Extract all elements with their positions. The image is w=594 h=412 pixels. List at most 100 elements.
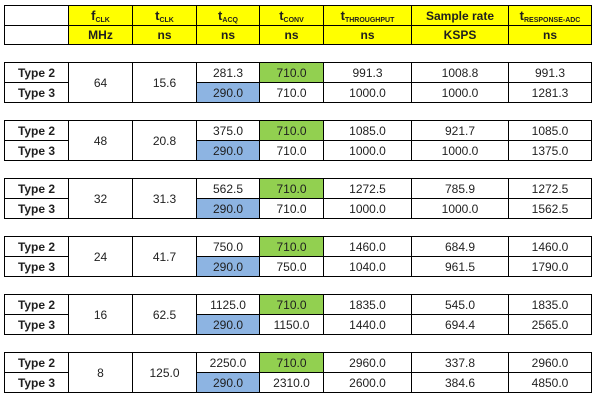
table-row: Type 3 290.0 750.0 1040.0 961.5 1790.0 [4,256,592,277]
table-row: Type 2 16 62.5 1125.0 710.0 1835.0 545.0 1835.0 [4,294,592,335]
tthroughput-cell: 1272.5 [323,178,412,199]
spacer-cell [323,44,412,63]
spacer-cell [4,218,69,237]
tthroughput-cell: 1040.0 [323,256,412,277]
unit-tthroughput: ns [323,25,412,45]
sample-rate-cell: 1000.0 [411,82,509,103]
header-sample-rate: Sample rate [411,5,509,26]
tthroughput-cell: 1835.0 [323,294,412,315]
unit-tconv: ns [259,25,324,45]
spacer-cell [323,218,412,237]
tthroughput-cell: 1460.0 [323,236,412,257]
sample-rate-cell: 337.8 [411,352,509,373]
spacer-row [4,44,592,63]
header-tresponse: tRESPONSE-ADC [508,5,592,26]
spacer-cell [68,334,133,353]
type-label: Type 2 [4,62,69,83]
sample-rate-cell: 545.0 [411,294,509,315]
spacer-cell [259,334,324,353]
tconv-cell: 710.0 [259,294,324,315]
spacer-cell [132,102,197,121]
tacq-cell: 290.0 [196,256,260,277]
tclk-cell: 62.5 [132,294,197,335]
spacer-cell [411,218,509,237]
spacer-cell [259,44,324,63]
header-row-symbols: fCLK tCLK tACQ tCONV tTHROUGHPUT Sample … [4,5,592,26]
sample-rate-cell: 1000.0 [411,140,509,161]
tconv-cell: 710.0 [259,62,324,83]
header-fclk: fCLK [68,5,133,26]
fclk-cell: 32 [68,178,133,219]
tthroughput-cell: 991.3 [323,62,412,83]
table-row: Type 2 24 41.7 750.0 710.0 1460.0 684.9 1460.0 [4,236,592,277]
tconv-cell: 710.0 [259,352,324,373]
tthroughput-cell: 1000.0 [323,140,412,161]
spacer-cell [411,102,509,121]
sample-rate-cell: 961.5 [411,256,509,277]
spacer-cell [68,218,133,237]
sample-rate-cell: 1008.8 [411,62,509,83]
fclk-cell: 24 [68,236,133,277]
header-tclk: tCLK [132,5,197,26]
tacq-cell: 281.3 [196,62,260,83]
spacer-cell [68,276,133,295]
unit-tresponse: ns [508,25,592,45]
spacer-cell [259,276,324,295]
spacer-cell [4,276,69,295]
type-label: Type 2 [4,352,69,373]
tacq-cell: 290.0 [196,198,260,219]
spacer-cell [196,334,260,353]
type-label: Type 3 [4,198,69,219]
tclk-cell: 15.6 [132,62,197,103]
spacer-cell [259,218,324,237]
tconv-cell: 710.0 [259,178,324,199]
spacer-cell [411,276,509,295]
tresponse-cell: 1562.5 [508,198,592,219]
spacer-cell [196,218,260,237]
spacer-cell [68,160,133,179]
spacer-cell [68,44,133,63]
spacer-cell [196,102,260,121]
type-label: Type 3 [4,314,69,335]
spacer-cell [508,102,592,121]
unit-tacq: ns [196,25,260,45]
tconv-cell: 2310.0 [259,372,324,393]
spacer-cell [323,160,412,179]
tconv-cell: 710.0 [259,236,324,257]
spacer-cell [508,44,592,63]
spacer-cell [411,160,509,179]
tresponse-cell: 1272.5 [508,178,592,199]
spacer-row [4,276,592,295]
tclk-cell: 31.3 [132,178,197,219]
spacer-cell [411,44,509,63]
spacer-cell [4,44,69,63]
table-row: Type 2 64 15.6 281.3 710.0 991.3 1008.8 991.3 [4,62,592,103]
type-label: Type 2 [4,236,69,257]
spacer-cell [4,102,69,121]
tresponse-cell: 1790.0 [508,256,592,277]
type-label: Type 3 [4,372,69,393]
tconv-cell: 1150.0 [259,314,324,335]
header-blank-cell [4,25,69,45]
tresponse-cell: 1835.0 [508,294,592,315]
sample-rate-cell: 684.9 [411,236,509,257]
fclk-cell: 16 [68,294,133,335]
tacq-cell: 290.0 [196,314,260,335]
header-blank-cell [4,5,69,26]
tresponse-cell: 2960.0 [508,352,592,373]
type-label: Type 3 [4,256,69,277]
unit-sample-rate: KSPS [411,25,509,45]
tresponse-cell: 991.3 [508,62,592,83]
tconv-cell: 710.0 [259,82,324,103]
tthroughput-cell: 2960.0 [323,352,412,373]
sample-rate-cell: 1000.0 [411,198,509,219]
tresponse-cell: 4850.0 [508,372,592,393]
unit-fclk: MHz [68,25,133,45]
tthroughput-cell: 1440.0 [323,314,412,335]
spacer-cell [196,276,260,295]
table-row: Type 2 48 20.8 375.0 710.0 1085.0 921.7 1085.0 [4,120,592,161]
tconv-cell: 710.0 [259,198,324,219]
tacq-cell: 562.5 [196,178,260,199]
header-row-units: MHz ns ns ns ns KSPS ns [4,25,592,45]
sample-rate-cell: 384.6 [411,372,509,393]
